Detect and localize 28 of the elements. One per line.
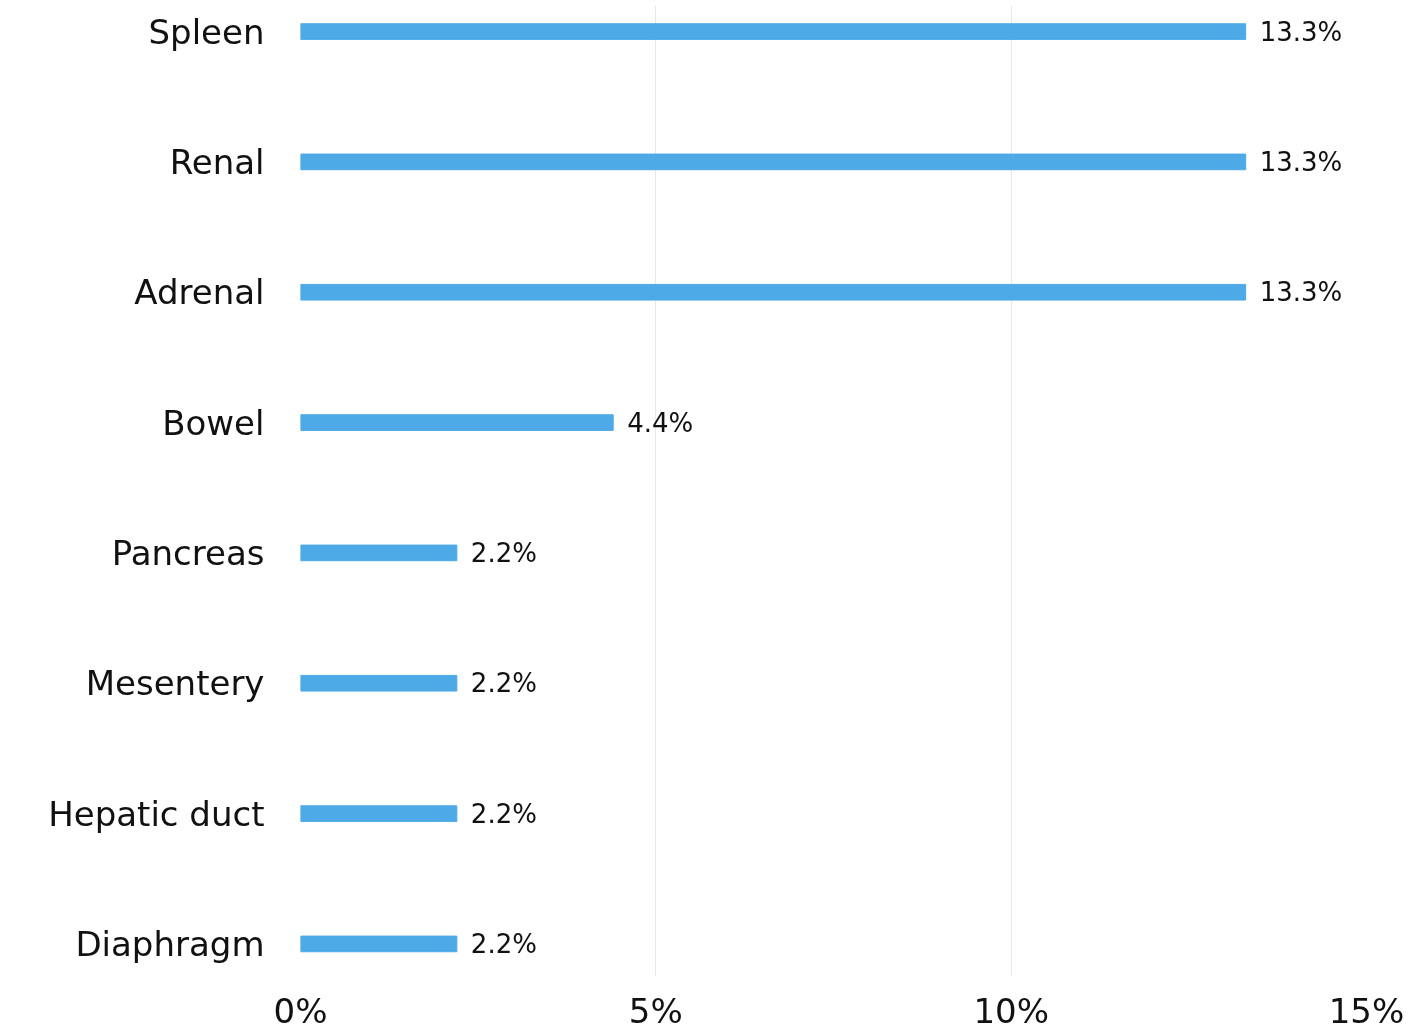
y-tick-label: Adrenal: [134, 272, 265, 313]
x-tick-label: 5%: [628, 990, 683, 1031]
y-tick-label: Renal: [169, 141, 265, 182]
data-label: 2.2%: [470, 928, 537, 959]
y-tick-label: Hepatic duct: [48, 793, 265, 834]
y-tick-label: Spleen: [148, 11, 265, 52]
data-label: 2.2%: [470, 537, 537, 568]
data-label: 13.3%: [1259, 277, 1343, 308]
data-label: 4.4%: [627, 407, 694, 438]
data-label: 13.3%: [1259, 16, 1343, 47]
bar: [300, 805, 458, 822]
bar: [300, 283, 1247, 301]
bar: [300, 674, 458, 692]
bar: [300, 544, 458, 562]
x-tick-label: 15%: [1328, 990, 1405, 1031]
bar: [300, 23, 1247, 40]
bar: [300, 153, 1247, 171]
bar: [300, 935, 458, 953]
x-tick-label: 10%: [973, 990, 1049, 1031]
data-label: 13.3%: [1259, 146, 1343, 177]
data-label: 2.2%: [470, 668, 537, 699]
data-label: 2.2%: [470, 798, 537, 829]
x-tick-label: 0%: [273, 990, 328, 1031]
y-tick-label: Pancreas: [111, 532, 265, 573]
y-tick-label: Bowel: [162, 402, 265, 443]
y-tick-label: Diaphragm: [75, 923, 265, 964]
bar: [300, 414, 614, 431]
y-tick-label: Mesentery: [85, 663, 265, 704]
